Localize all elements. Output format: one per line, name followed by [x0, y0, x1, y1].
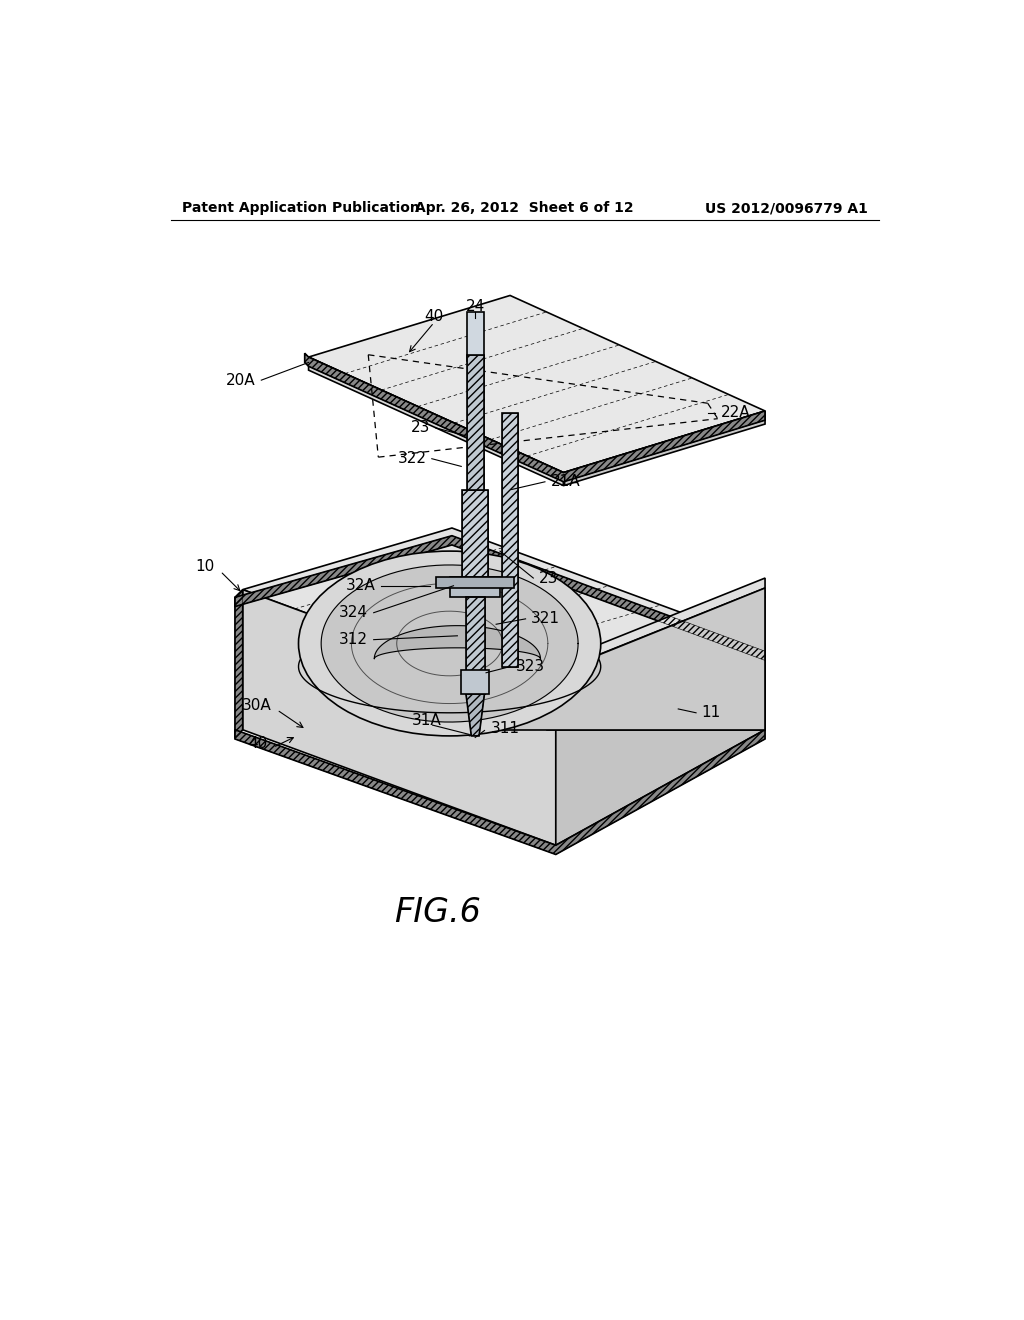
Polygon shape	[469, 693, 477, 737]
Text: 31A: 31A	[412, 713, 441, 729]
Text: 322: 322	[397, 451, 426, 466]
Polygon shape	[466, 693, 484, 737]
Polygon shape	[243, 528, 765, 705]
Polygon shape	[436, 577, 514, 589]
Polygon shape	[234, 536, 765, 660]
Text: 24: 24	[466, 298, 484, 314]
Text: 21A: 21A	[550, 474, 580, 490]
Polygon shape	[462, 490, 488, 578]
Text: US 2012/0096779 A1: US 2012/0096779 A1	[706, 202, 868, 215]
Polygon shape	[503, 412, 518, 667]
Text: 323: 323	[515, 659, 545, 675]
Polygon shape	[374, 626, 541, 659]
Text: FIG.6: FIG.6	[394, 896, 481, 929]
Polygon shape	[451, 577, 500, 597]
Polygon shape	[308, 358, 563, 486]
Text: 22A: 22A	[721, 405, 751, 420]
Text: 30A: 30A	[242, 697, 271, 713]
Text: 40: 40	[248, 737, 267, 751]
Text: 321: 321	[531, 611, 560, 627]
Text: Patent Application Publication: Patent Application Publication	[182, 202, 420, 215]
Text: 11: 11	[701, 705, 721, 721]
Polygon shape	[466, 597, 484, 693]
Polygon shape	[234, 730, 765, 854]
Polygon shape	[234, 590, 243, 738]
Text: 23: 23	[411, 420, 430, 436]
Text: Apr. 26, 2012  Sheet 6 of 12: Apr. 26, 2012 Sheet 6 of 12	[416, 202, 634, 215]
Polygon shape	[547, 597, 765, 730]
Text: 40: 40	[425, 309, 443, 323]
Text: 324: 324	[339, 605, 369, 620]
Text: 312: 312	[339, 632, 369, 647]
Polygon shape	[243, 590, 556, 845]
Polygon shape	[547, 590, 765, 713]
Text: 32A: 32A	[346, 578, 376, 593]
Polygon shape	[563, 411, 765, 486]
Text: 10: 10	[196, 558, 215, 574]
Polygon shape	[322, 565, 579, 722]
Polygon shape	[477, 578, 765, 704]
Polygon shape	[305, 354, 765, 482]
Polygon shape	[467, 313, 483, 360]
Text: 311: 311	[490, 721, 520, 735]
Ellipse shape	[299, 552, 601, 737]
Polygon shape	[477, 589, 765, 730]
Polygon shape	[308, 296, 765, 473]
Polygon shape	[467, 355, 483, 490]
Text: 20A: 20A	[226, 372, 256, 388]
Polygon shape	[461, 671, 489, 693]
Polygon shape	[556, 644, 765, 845]
Text: 23: 23	[539, 570, 558, 586]
